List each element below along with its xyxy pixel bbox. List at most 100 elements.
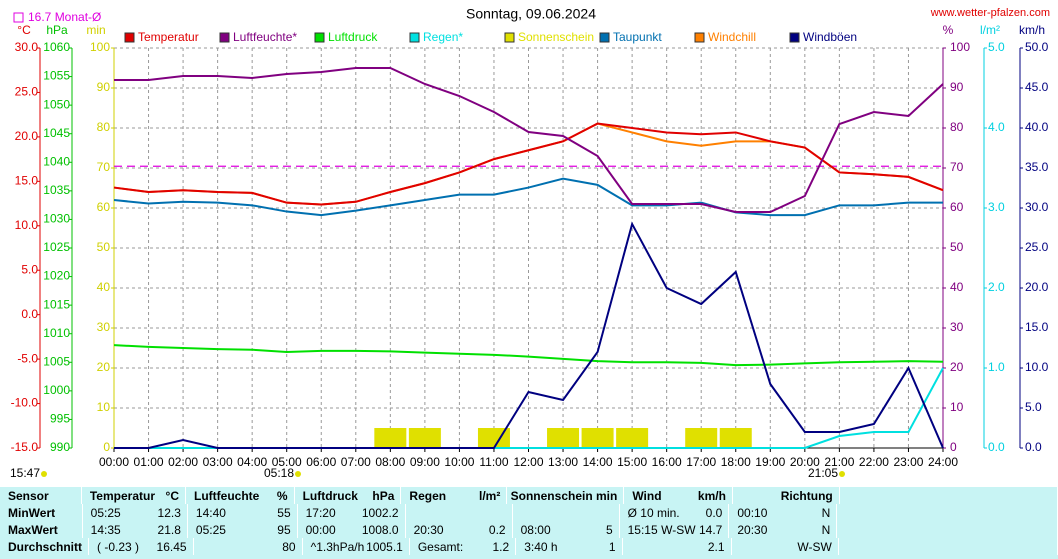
cell-text: 0.0 xyxy=(705,505,723,520)
y-tick-label: 45.0 xyxy=(1025,80,1049,94)
cell-text: 17:20 xyxy=(305,505,336,520)
legend-swatch xyxy=(789,32,800,43)
table-header: Sensor Temperatur °C Luftfeuchte% Luftdruck h… xyxy=(0,487,1058,504)
cell-text: N xyxy=(821,505,831,520)
table-cell: Ø 10 min. 0.0 xyxy=(620,504,730,521)
y-tick-label: 1000 xyxy=(43,383,70,397)
cell-text: Temperatur xyxy=(89,488,155,503)
table-cell: Richtung xyxy=(733,487,840,504)
table-cell xyxy=(513,504,620,521)
cell-text: l/m² xyxy=(478,488,501,503)
cell-text: 00:10 xyxy=(737,505,768,520)
cell-text: 1008.0 xyxy=(361,522,399,537)
sun-icon xyxy=(41,471,47,477)
x-tick-label: 24:00 xyxy=(928,455,958,469)
cell-text: 5 xyxy=(605,522,613,537)
legend-swatch xyxy=(314,32,325,43)
cell-text: ^1.3hPa/h xyxy=(310,539,365,554)
cell-text: Luftdruck xyxy=(302,488,358,503)
y-tick-label: 0 xyxy=(950,440,957,454)
cell-text: 1005.1 xyxy=(366,539,403,554)
series-line xyxy=(113,122,944,206)
sunset: 21:05 xyxy=(808,466,838,480)
table-cell: 00:00 1008.0 xyxy=(298,521,406,538)
y-tick-label: 30.0 xyxy=(1025,200,1049,214)
y-tick-label: 1015 xyxy=(43,297,70,311)
y-tick-label: 30.0 xyxy=(15,40,39,54)
y-tick-label: 20.0 xyxy=(1025,280,1049,294)
cell-text: hPa xyxy=(372,488,395,503)
cell-text: 12.3 xyxy=(157,505,181,520)
table-row: MinWert 05:25 12.3 14:40 55 17:20 1002.2 Ø 10 m… xyxy=(0,504,1058,521)
y-tick-label: 5.0 xyxy=(21,262,38,276)
y-tick-label: 40 xyxy=(97,280,111,294)
y-tick-label: 1.0 xyxy=(988,360,1005,374)
y-tick-label: 10 xyxy=(950,400,964,414)
x-tick-label: 09:00 xyxy=(410,455,440,469)
y-tick-label: 4.0 xyxy=(988,120,1005,134)
x-tick-label: 22:00 xyxy=(859,455,889,469)
y-tick-label: 90 xyxy=(950,80,964,94)
table-cell: Sensor xyxy=(0,487,82,504)
cell-text: 20:30 xyxy=(413,522,444,537)
cell-text: 14:35 xyxy=(90,522,121,537)
table-cell: Sonnenschein min xyxy=(507,487,625,504)
cell-text: 20:30 xyxy=(737,522,768,537)
y-tick-label: 15.0 xyxy=(15,174,39,188)
x-tick-label: 07:00 xyxy=(341,455,371,469)
x-tick-label: 18:00 xyxy=(721,455,751,469)
y-tick-label: 1035 xyxy=(43,183,70,197)
legend-swatch xyxy=(694,32,705,43)
cell-text: 14:40 xyxy=(195,505,226,520)
x-tick-label: 12:00 xyxy=(513,455,543,469)
x-tick-label: 16:00 xyxy=(652,455,682,469)
series-line xyxy=(114,67,944,213)
y-tick-label: 0.0 xyxy=(1025,440,1042,454)
table-cell: 15:15 W-SW 14.7 xyxy=(620,521,730,538)
legend-label: Luftdruck xyxy=(328,30,378,44)
day-length: 15:47 xyxy=(10,466,40,480)
series-line xyxy=(113,177,943,217)
y-tick-label: 1045 xyxy=(43,126,70,140)
cell-text: Regen xyxy=(409,488,447,503)
y-tick-label: 70 xyxy=(97,160,111,174)
y-tick-label: 40.0 xyxy=(1025,120,1049,134)
table-cell: 80 xyxy=(194,538,303,555)
table-cell: 20:30 0.2 xyxy=(406,521,513,538)
cell-text: 95 xyxy=(277,522,291,537)
legend-label: Sonnenschein xyxy=(518,30,594,44)
y-tick-label: 10.0 xyxy=(15,218,39,232)
x-tick-label: 02:00 xyxy=(168,455,198,469)
y-tick-label: -5.0 xyxy=(17,351,38,365)
x-tick-label: 01:00 xyxy=(134,455,164,469)
x-tick-label: 04:00 xyxy=(237,455,267,469)
y-tick-label: 25.0 xyxy=(15,85,39,99)
cell-text: Sensor xyxy=(8,488,49,503)
axis-title: l/m² xyxy=(980,23,1000,37)
x-tick-label: 19:00 xyxy=(755,455,785,469)
cell-text: 08:00 xyxy=(520,522,551,537)
y-tick-label: 40 xyxy=(950,280,964,294)
y-tick-label: 100 xyxy=(950,40,970,54)
y-tick-label: 60 xyxy=(950,200,964,214)
x-tick-label: 03:00 xyxy=(203,455,233,469)
cell-text: Gesamt: xyxy=(417,539,464,554)
cell-text: 80 xyxy=(282,539,296,554)
x-tick-label: 15:00 xyxy=(617,455,647,469)
x-tick-label: 17:00 xyxy=(686,455,716,469)
sun-bar xyxy=(685,428,718,448)
cell-text: 00:00 xyxy=(305,522,336,537)
cell-text: 3:40 h xyxy=(524,539,558,554)
axis-title: km/h xyxy=(1019,23,1045,37)
table-cell xyxy=(406,504,513,521)
y-tick-label: 1010 xyxy=(43,326,70,340)
sun-bar xyxy=(408,428,441,448)
sun-bar xyxy=(374,428,407,448)
y-tick-label: 1050 xyxy=(43,97,70,111)
cell-text: Sonnenschein min xyxy=(510,488,618,503)
cell-text: Ø 10 min. xyxy=(627,505,680,520)
axis-title: °C xyxy=(17,23,31,37)
legend-swatch xyxy=(219,32,230,43)
cell-text: 14.7 xyxy=(699,522,723,537)
